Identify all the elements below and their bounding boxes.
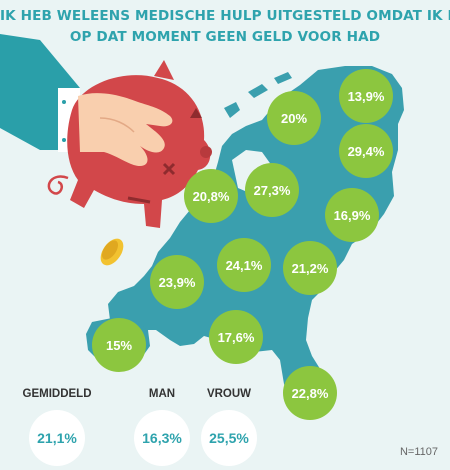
stat-label-average: GEMIDDELD [22,388,92,400]
title-line-1: IK HEB WELEENS MEDISCHE HULP UITGESTELD … [0,8,450,24]
region-bubble [325,188,379,242]
coin-icon [100,238,124,266]
region-value-label: 15% [106,338,132,353]
region-bubble [92,318,146,372]
region-value-label: 22,8% [292,386,329,401]
stat-value-men: 16,3% [134,410,190,466]
region-value-label: 29,4% [348,144,385,159]
region-bubble [339,69,393,123]
curly-tail-icon [47,175,69,195]
wadden-islands [224,72,292,118]
region-bubble [283,366,337,420]
region-bubble [184,169,238,223]
region-bubble [245,163,299,217]
region-value-label: 13,9% [348,89,385,104]
stat-value-women: 25,5% [201,410,257,466]
region-value-label: 17,6% [218,330,255,345]
title-line-2: OP DAT MOMENT GEEN GELD VOOR HAD [69,29,381,45]
region-value-label: 16,9% [334,208,371,223]
region-bubble [150,255,204,309]
region-bubble [339,124,393,178]
region-value-label: 20,8% [193,189,230,204]
region-bubbles: 13,9% 20% 29,4% 20,8% 27,3% 16,9% 24,1% 21,2% 23… [92,69,393,420]
piggy-illustration [0,34,212,266]
stat-value-average: 21,1% [29,410,85,466]
mainland-shape [108,66,404,412]
sample-size-note: N=1107 [399,446,438,458]
region-bubble [209,310,263,364]
page-title: IK HEB WELEENS MEDISCHE HULP UITGESTELD … [0,6,450,48]
region-value-label: 20% [281,111,307,126]
region-value-label: 27,3% [254,183,291,198]
region-value-label: 23,9% [159,275,196,290]
region-bubble [217,238,271,292]
stat-label-men: MAN [148,388,176,400]
region-bubble [267,91,321,145]
region-value-label: 21,2% [292,261,329,276]
stat-label-women: VROUW [206,388,252,400]
hand-icon [78,93,173,166]
region-value-label: 24,1% [226,258,263,273]
region-bubble [283,241,337,295]
